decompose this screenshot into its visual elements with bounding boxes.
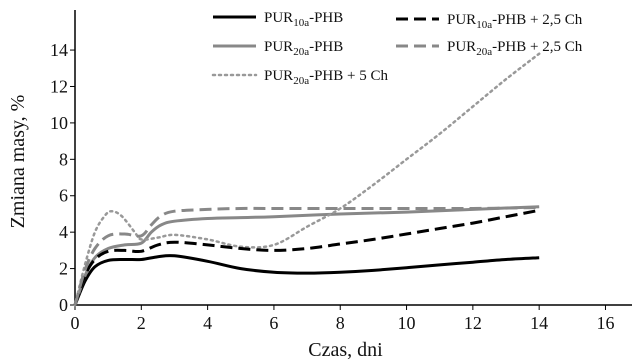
legend-item-2: PUR20a-PHB (213, 39, 343, 58)
x-tick-label: 10 (398, 313, 416, 333)
x-tick-label: 0 (71, 313, 80, 333)
y-tick-label: 2 (59, 259, 68, 279)
x-axis-title: Czas, dni (308, 339, 383, 361)
x-tick-label: 12 (464, 313, 482, 333)
legend-label: PUR20a-PHB + 5 Ch (264, 68, 388, 87)
y-tick-label: 0 (59, 295, 68, 315)
legend-label: PUR10a-PHB + 2,5 Ch (447, 12, 583, 31)
y-tick-label: 6 (59, 186, 68, 206)
y-tick-label: 14 (50, 40, 68, 60)
legend-item-3: PUR20a-PHB + 5 Ch (211, 68, 388, 87)
series-line-4 (73, 208, 540, 306)
series-line-1 (73, 254, 540, 306)
legend: PUR10a-PHB PUR20a-PHB PUR20a-PHB + 5 Ch PUR… (211, 10, 583, 87)
legend-label: PUR10a-PHB (264, 10, 343, 29)
x-tick-label: 16 (596, 313, 614, 333)
x-tick-label: 8 (336, 313, 345, 333)
series-line-2 (73, 205, 540, 306)
x-tick-label: 4 (203, 313, 212, 333)
legend-label: PUR20a-PHB + 2,5 Ch (447, 39, 583, 58)
legend-item-1: PUR10a-PHB (213, 10, 343, 29)
series-line-5 (73, 206, 540, 306)
y-tick-label: 10 (50, 113, 68, 133)
series-line-3 (73, 52, 541, 307)
y-tick-label: 8 (59, 149, 68, 169)
x-tick-label: 14 (530, 313, 548, 333)
x-tick-label: 2 (137, 313, 146, 333)
legend-label: PUR20a-PHB (264, 39, 343, 58)
axes: 0 2 4 6 8 10 12 14 16 0 2 4 6 8 10 12 14 (50, 10, 632, 333)
y-tick-label: 12 (50, 76, 68, 96)
series-group (73, 52, 541, 307)
x-tick-label: 6 (269, 313, 278, 333)
y-tick-label: 4 (59, 222, 68, 242)
y-axis-title: Zmiana masy, % (7, 95, 29, 229)
legend-item-4: PUR10a-PHB + 2,5 Ch (396, 12, 583, 31)
legend-item-5: PUR20a-PHB + 2,5 Ch (396, 39, 583, 58)
